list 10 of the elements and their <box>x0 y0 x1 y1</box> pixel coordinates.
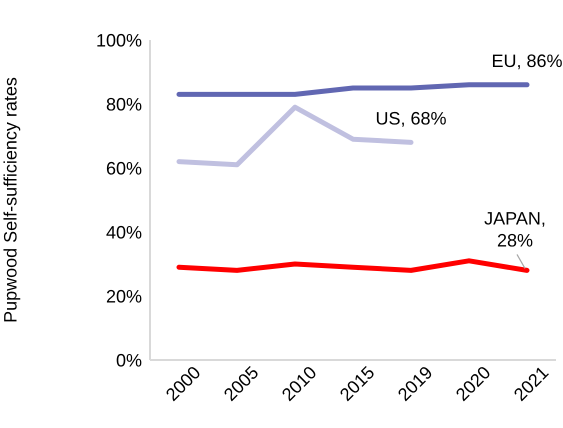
annotation: JAPAN, 28% <box>484 208 546 250</box>
y-tick-label: 20% <box>106 286 142 306</box>
y-tick-label: 40% <box>106 222 142 242</box>
annotation: EU, 86% <box>491 50 563 71</box>
y-tick-label: 80% <box>106 94 142 114</box>
y-tick-label: 0% <box>116 350 142 370</box>
annotation: US, 68% <box>375 108 447 128</box>
y-tick-label: 60% <box>106 158 142 178</box>
y-axis-title: Pupwood Self-sufficiency rates <box>0 77 20 323</box>
y-tick-label: 100% <box>96 30 142 50</box>
